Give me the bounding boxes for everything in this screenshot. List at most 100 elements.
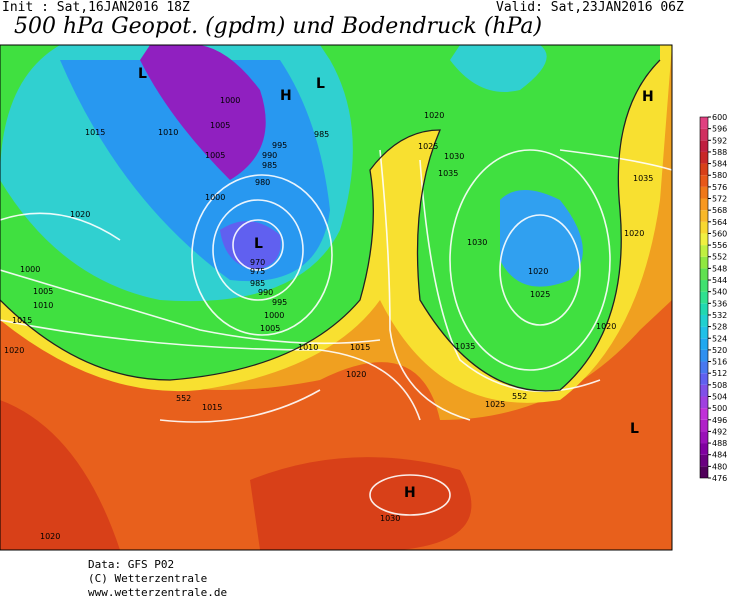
- isobar-label: 1030: [467, 238, 487, 247]
- isobar-label: 1000: [20, 265, 40, 274]
- isobar-label: 1025: [418, 142, 438, 151]
- colorbar-band: [700, 268, 708, 281]
- colorbar-label: 496: [712, 416, 727, 425]
- isobar-label: 985: [250, 279, 265, 288]
- isobar-label: 970: [250, 258, 265, 267]
- pressure-center: L: [630, 421, 639, 437]
- isobar-label: 1020: [346, 370, 366, 379]
- init-time: Init : Sat,16JAN2016 18Z: [2, 0, 190, 15]
- colorbar-label: 476: [712, 474, 727, 483]
- map-frame: [0, 44, 673, 551]
- colorbar-label: 520: [712, 346, 727, 355]
- colorbar-band: [700, 361, 708, 374]
- colorbar-label: 600: [712, 113, 727, 122]
- isobar-label: 1035: [438, 169, 458, 178]
- colorbar-band: [700, 233, 708, 246]
- footer-url: www.wetterzentrale.de: [88, 586, 228, 599]
- colorbar-label: 500: [712, 404, 727, 413]
- isobar-label: 1020: [40, 532, 60, 541]
- isobar-label: 1015: [85, 128, 105, 137]
- colorbar-band: [700, 384, 708, 397]
- isobar-label: 995: [272, 298, 287, 307]
- isobar-label: 1025: [530, 290, 550, 299]
- colorbar-label: 528: [712, 323, 727, 332]
- isobar-label: 1010: [158, 128, 178, 137]
- colorbar-band: [700, 198, 708, 211]
- colorbar-band: [700, 349, 708, 362]
- colorbar-label: 536: [712, 299, 727, 308]
- isobar-label: 1000: [205, 193, 225, 202]
- colorbar-band: [700, 140, 708, 152]
- isobar-label: 1020: [70, 210, 90, 219]
- colorbar-label: 480: [712, 462, 727, 471]
- colorbar-band: [700, 186, 708, 199]
- colorbar: 476 480 484 488 492 496 500 504 508 512 516 520 524 5…: [699, 113, 727, 483]
- isobar-label: 1020: [528, 267, 548, 276]
- footer-source: Data: GFS P02: [88, 558, 175, 571]
- colorbar-band: [700, 128, 708, 141]
- isobar-label: 1010: [33, 301, 53, 310]
- isobar-label: 1020: [4, 346, 24, 355]
- colorbar-label: 512: [712, 369, 727, 378]
- colorbar-label: 552: [712, 253, 727, 262]
- colorbar-label: 524: [712, 334, 727, 343]
- colorbar-band: [700, 443, 708, 455]
- colorbar-band: [700, 151, 708, 164]
- isobar-label: 1020: [596, 322, 616, 331]
- pressure-center: L: [316, 76, 325, 92]
- colorbar-band: [700, 419, 708, 432]
- isobar-label: 1030: [380, 514, 400, 523]
- isobar-label: 995: [272, 141, 287, 150]
- isobar-label: 1015: [350, 343, 370, 352]
- colorbar-label: 484: [712, 451, 727, 460]
- isobar-label: 1010: [298, 343, 318, 352]
- colorbar-band: [700, 163, 708, 176]
- isobar-label: 975: [250, 267, 265, 276]
- colorbar-band: [700, 326, 708, 339]
- colorbar-label: 504: [712, 392, 727, 401]
- isobar-label: 1005: [260, 324, 280, 333]
- isobar-label: 990: [258, 288, 273, 297]
- pressure-center: H: [404, 485, 416, 501]
- isobar-label: 1005: [210, 121, 230, 130]
- colorbar-band: [700, 396, 708, 409]
- colorbar-label: 560: [712, 229, 727, 238]
- colorbar-label: 580: [712, 171, 727, 180]
- pressure-center: H: [642, 89, 654, 105]
- colorbar-label: 532: [712, 311, 727, 320]
- isobar-label: 1035: [633, 174, 653, 183]
- isobar-label: 552: [176, 394, 191, 403]
- colorbar-band: [700, 280, 708, 292]
- colorbar-label: 516: [712, 358, 727, 367]
- isobar-label: 552: [512, 392, 527, 401]
- isobar-label: 1020: [624, 229, 644, 238]
- isobar-label: 1030: [444, 152, 464, 161]
- colorbar-label: 568: [712, 206, 727, 215]
- colorbar-label: 572: [712, 195, 727, 204]
- colorbar-label: 492: [712, 427, 727, 436]
- isobar-label: 985: [262, 161, 277, 170]
- colorbar-band: [700, 338, 708, 350]
- colorbar-band: [700, 466, 708, 478]
- colorbar-band: [700, 210, 708, 222]
- colorbar-label: 488: [712, 439, 727, 448]
- isobar-label: 1015: [12, 316, 32, 325]
- colorbar-band: [700, 221, 708, 234]
- colorbar-label: 508: [712, 381, 727, 390]
- colorbar-band: [700, 256, 708, 269]
- colorbar-band: [700, 291, 708, 304]
- colorbar-band: [700, 117, 708, 129]
- isobar-label: 1015: [202, 403, 222, 412]
- colorbar-band: [700, 175, 708, 187]
- footer-copyright: (C) Wetterzentrale: [88, 572, 208, 585]
- map-field: [0, 45, 672, 550]
- colorbar-band: [700, 454, 708, 467]
- isobar-label: 990: [262, 151, 277, 160]
- colorbar-band: [700, 373, 708, 385]
- colorbar-band: [700, 314, 708, 327]
- colorbar-label: 588: [712, 148, 727, 157]
- pressure-center: H: [280, 88, 292, 104]
- isobar-label: 1005: [33, 287, 53, 296]
